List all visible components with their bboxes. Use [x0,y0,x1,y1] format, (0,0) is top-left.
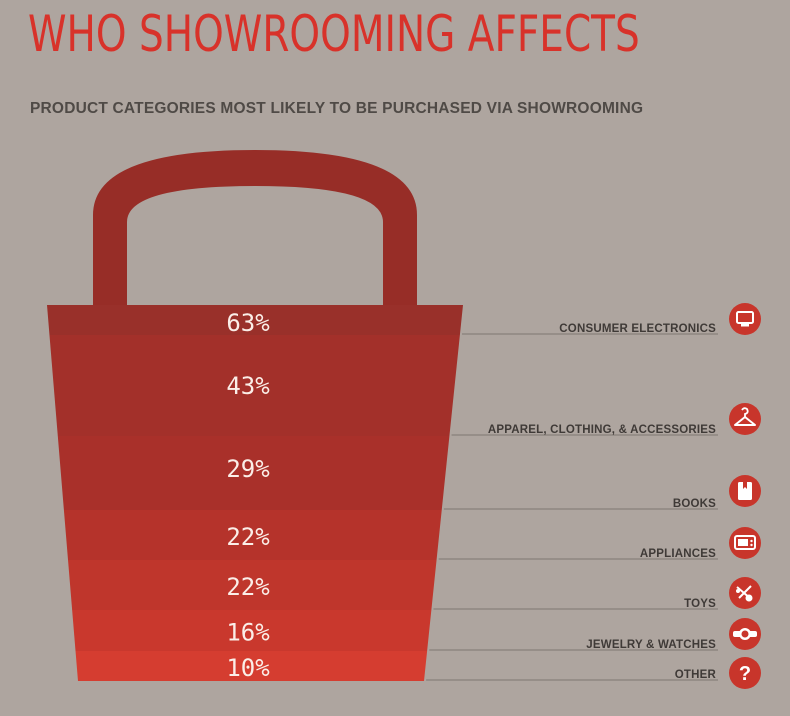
watch-icon [729,618,761,650]
svg-text:?: ? [739,663,751,685]
value-label: 10% [226,654,270,682]
chart-title: WHO SHOWROOMING AFFECTS [28,5,640,63]
value-label: 29% [226,455,270,483]
category-label: OTHER [675,669,717,681]
bar-band [57,436,450,510]
value-label: 22% [226,523,270,551]
bar-band [49,335,460,436]
value-label: 22% [226,573,270,601]
microwave-icon [729,527,761,559]
bar-band [63,510,442,560]
bar-band [72,610,432,651]
toy-icon [729,577,761,609]
category-label: APPAREL, CLOTHING, & ACCESSORIES [488,424,716,436]
bar-band [47,305,463,335]
question-icon: ? [729,657,761,689]
category-label: APPLIANCES [640,548,716,560]
category-label: BOOKS [673,498,716,510]
bar-band [75,651,428,681]
bar-band [68,560,437,610]
value-label: 63% [226,309,270,337]
chart-subtitle: PRODUCT CATEGORIES MOST LIKELY TO BE PUR… [30,100,644,117]
category-label: JEWELRY & WATCHES [586,639,716,651]
category-label: CONSUMER ELECTRONICS [559,323,716,335]
value-label: 43% [226,372,270,400]
monitor-icon [729,303,761,335]
value-label: 16% [226,619,270,647]
basket-handle [93,150,417,308]
book-icon [729,475,761,507]
hanger-icon [729,403,761,435]
category-label: TOYS [684,598,716,610]
